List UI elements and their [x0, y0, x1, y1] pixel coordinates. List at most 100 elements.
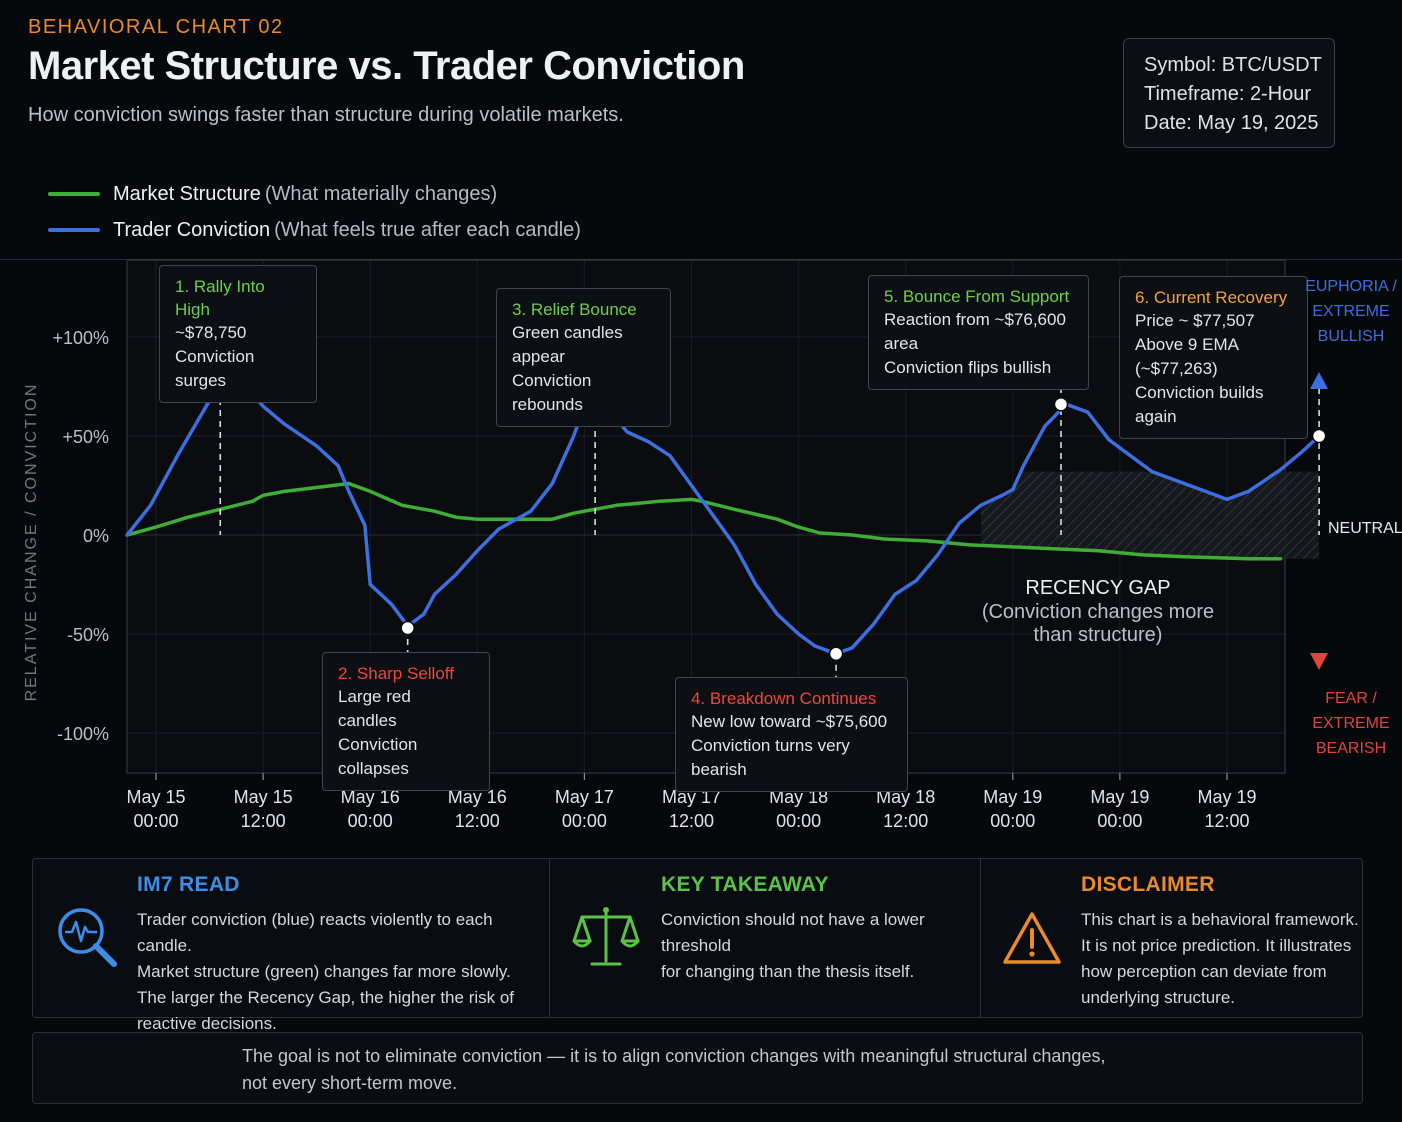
section-line: Conviction should not have a lower thres…: [661, 910, 925, 955]
chart-legend: Market Structure (What materially change…: [48, 176, 581, 248]
symbol-info-box: Symbol: BTC/USDT Timeframe: 2-Hour Date:…: [1123, 38, 1335, 148]
x-tick-time: 12:00: [455, 811, 500, 831]
key-point-marker: [400, 620, 415, 636]
callout-title: 1. Rally Into High: [175, 277, 265, 319]
callout-line: Conviction builds again: [1135, 383, 1264, 426]
callout-selloff: 2. Sharp Selloff Large red candles Convi…: [322, 652, 490, 791]
callout-title: 2. Sharp Selloff: [338, 664, 454, 683]
recency-gap-title: RECENCY GAP: [1025, 577, 1171, 599]
section-line: It is not price prediction. It illustrat…: [1081, 936, 1352, 955]
warning-triangle-icon: [1003, 912, 1061, 964]
y-tick-label: +50%: [62, 427, 109, 447]
callout-line: Conviction surges: [175, 347, 255, 390]
x-tick-date: May 16: [448, 787, 507, 807]
x-tick-time: 12:00: [669, 811, 714, 831]
legend-name-structure: Market Structure: [113, 182, 261, 205]
section-body: This chart is a behavioral framework. It…: [1081, 907, 1359, 1011]
section-line: how perception can deviate from: [1081, 962, 1327, 981]
scale-text: EXTREME: [1312, 303, 1390, 320]
x-tick-time: 00:00: [776, 811, 821, 831]
callout-line: Conviction flips bullish: [884, 358, 1052, 377]
line-layer: [125, 378, 1321, 656]
callout-bounce: 5. Bounce From Support Reaction from ~$7…: [868, 275, 1089, 390]
x-tick-date: May 19: [983, 787, 1042, 807]
x-tick-date: May 19: [1090, 787, 1149, 807]
recency-gap-desc: (Conviction changes more: [981, 601, 1215, 623]
callout-line: Large red candles: [338, 687, 411, 730]
legend-desc-structure: (What materially changes): [264, 182, 498, 205]
timeframe-text: Timeframe: 2-Hour: [1144, 83, 1312, 105]
x-tick-date: May 19: [1197, 787, 1256, 807]
x-tick-time: 12:00: [241, 811, 286, 831]
section-im7-read: IM7 READ Trader conviction (blue) reacts…: [33, 859, 549, 1033]
gap-layer: [980, 471, 1320, 559]
y-tick-label: 0%: [83, 526, 109, 546]
scale-text: BULLISH: [1317, 328, 1385, 345]
recency-gap-area: [980, 471, 1320, 559]
section-line: This chart is a behavioral framework.: [1081, 910, 1359, 929]
x-tick-date: May 16: [341, 787, 400, 807]
callout-line: Green candles appear: [512, 323, 623, 366]
section-title: IM7 READ: [137, 873, 240, 896]
scale-label-bearish: FEAR / EXTREME BEARISH: [1302, 686, 1400, 761]
x-tick-time: 00:00: [348, 811, 393, 831]
key-point-marker: [1053, 397, 1069, 412]
section-line: Market structure (green) changes far mor…: [137, 962, 511, 981]
section-body: Trader conviction (blue) reacts violentl…: [137, 907, 549, 1037]
scale-text: EUPHORIA /: [1305, 278, 1397, 295]
page-title: Market Structure vs. Trader Conviction: [28, 44, 745, 88]
x-tick-date: May 15: [234, 787, 293, 807]
section-line: underlying structure.: [1081, 988, 1236, 1007]
insight-panel: IM7 READ Trader conviction (blue) reacts…: [32, 858, 1363, 1033]
x-tick-time: 12:00: [883, 811, 928, 831]
section-title: KEY TAKEAWAY: [661, 873, 829, 896]
y-tick-label: -100%: [57, 724, 109, 744]
scale-label-neutral: NEUTRAL: [1328, 516, 1402, 541]
magnifier-pulse-icon: [58, 908, 117, 967]
arrow-up-icon: [1310, 372, 1328, 389]
callout-title: 5. Bounce From Support: [884, 287, 1070, 306]
section-line: Trader conviction (blue) reacts violentl…: [137, 910, 493, 955]
axis-layer: +100% +50% 0% -50% -100% May 15 00:00 May 15 12:…: [52, 328, 1256, 831]
sentiment-scale: [1310, 372, 1328, 670]
legend-item-structure: Market Structure (What materially change…: [48, 176, 581, 212]
callout-line: Conviction rebounds: [512, 371, 592, 414]
trader-conviction-line: [125, 378, 1321, 656]
x-tick-date: May 18: [876, 787, 935, 807]
legend-swatch-structure: [48, 192, 100, 196]
legend-desc-conviction: (What feels true after each candle): [274, 218, 581, 241]
callout-recovery: 6. Current Recovery Price ~ $77,507 Abov…: [1119, 276, 1308, 439]
scale-text: NEUTRAL: [1328, 520, 1402, 537]
callout-line: Reaction from ~$76,600 area: [884, 310, 1066, 353]
balance-scale-icon: [572, 907, 640, 966]
scale-label-bullish: EUPHORIA / EXTREME BULLISH: [1302, 274, 1400, 349]
callout-relief: 3. Relief Bounce Green candles appear Co…: [496, 288, 671, 427]
callout-line: Conviction collapses: [338, 735, 418, 778]
section-title: DISCLAIMER: [1081, 873, 1215, 896]
y-axis-label-wrap: RELATIVE CHANGE / CONVICTION: [20, 383, 44, 702]
page-subtitle: How conviction swings faster than struct…: [28, 104, 624, 126]
market-structure-line: [125, 481, 1283, 561]
x-tick-time: 00:00: [1097, 811, 1142, 831]
section-line: for changing than the thesis itself.: [661, 962, 915, 981]
x-tick-date: May 18: [769, 787, 828, 807]
x-tick-time: 00:00: [133, 811, 178, 831]
callout-title: 3. Relief Bounce: [512, 300, 637, 319]
section-divider: [549, 859, 550, 1017]
callout-title: 4. Breakdown Continues: [691, 689, 877, 708]
callout-line: ~$78,750: [175, 323, 247, 342]
section-line: The larger the Recency Gap, the higher t…: [137, 988, 515, 1007]
callout-line: Price ~ $77,507: [1135, 311, 1255, 330]
recency-gap-desc: than structure): [1033, 624, 1163, 646]
y-tick-label: +100%: [52, 328, 109, 348]
key-point-marker: [828, 646, 844, 662]
symbol-text: Symbol: BTC/USDT: [1144, 54, 1322, 76]
footer-note: The goal is not to eliminate conviction …: [32, 1032, 1363, 1104]
arrow-down-icon: [1310, 653, 1328, 670]
callout-rally: 1. Rally Into High ~$78,750 Conviction s…: [159, 265, 317, 403]
legend-swatch-conviction: [48, 228, 100, 232]
section-body: Conviction should not have a lower thres…: [661, 907, 980, 985]
footer-line: not every short-term move.: [242, 1073, 458, 1093]
chart-eyebrow: BEHAVIORAL CHART 02: [28, 16, 284, 38]
scale-text: BEARISH: [1315, 740, 1387, 757]
